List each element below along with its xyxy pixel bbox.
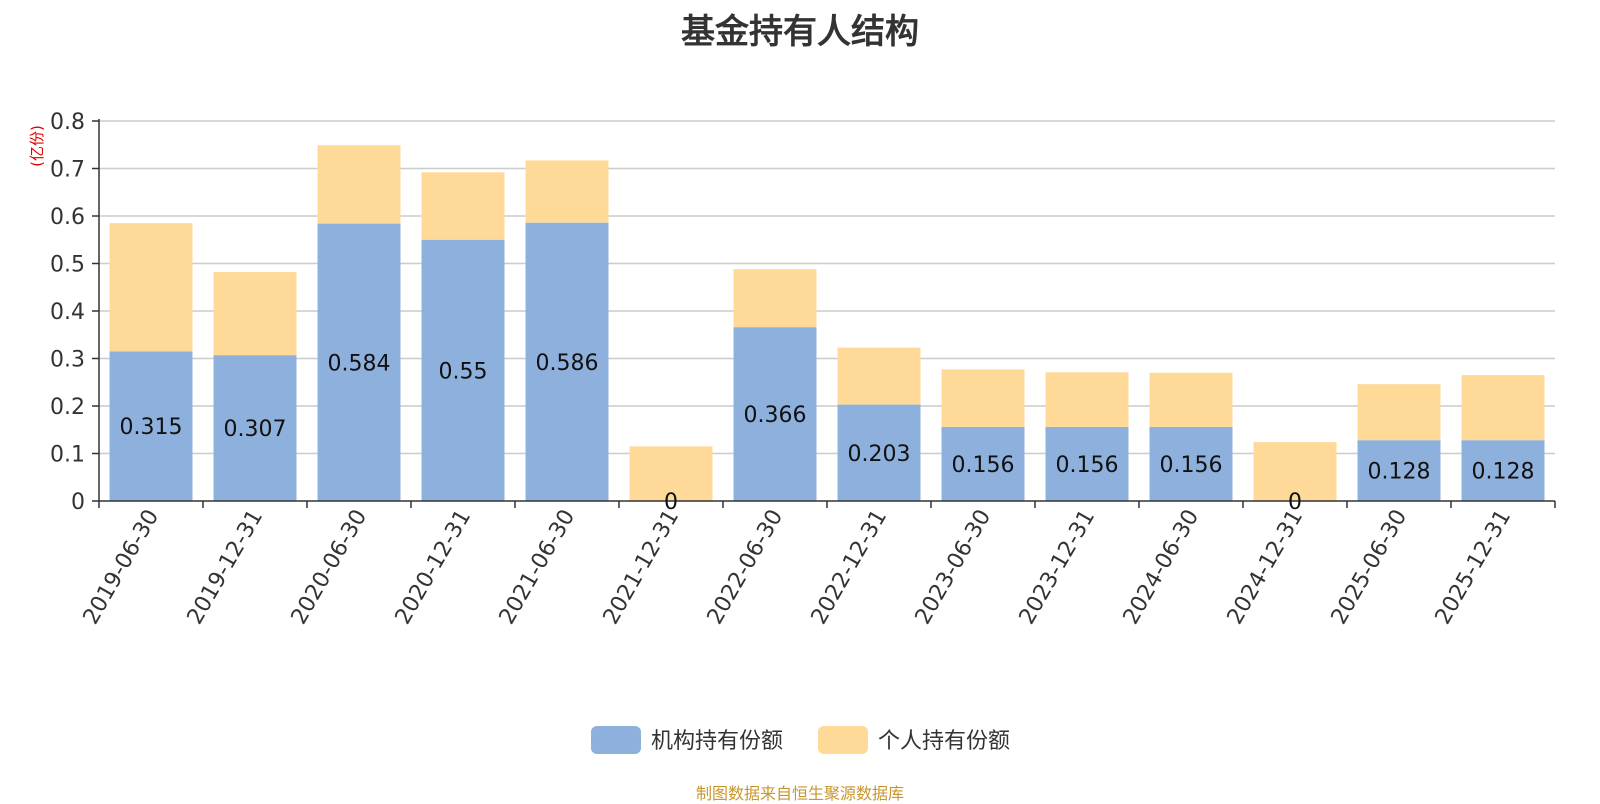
legend: 机构持有份额 个人持有份额: [591, 726, 1010, 754]
x-tick-label: 2022-06-30: [703, 506, 789, 629]
y-tick-label: 0.3: [50, 348, 85, 373]
legend-swatch: [591, 726, 641, 754]
bar-value-label: 0.128: [1368, 460, 1431, 485]
bar-value-label: 0: [664, 490, 678, 515]
y-tick-label: 0.7: [50, 158, 85, 183]
chart-title: 基金持有人结构: [681, 12, 919, 52]
legend-swatch: [818, 726, 868, 754]
bar-individual: [837, 347, 921, 405]
x-tick-label: 2019-12-31: [183, 506, 269, 629]
bar-institution: [1149, 426, 1233, 501]
y-tick-label: 0.4: [50, 300, 85, 325]
bar-individual: [1149, 372, 1233, 427]
bar-institution: [1357, 440, 1441, 501]
source-note: 制图数据来自恒生聚源数据库: [695, 784, 904, 803]
legend-item-institution[interactable]: 机构持有份额: [591, 726, 783, 754]
bar-individual: [1045, 372, 1129, 427]
y-tick-label: 0.1: [50, 443, 85, 468]
bar-institution: [421, 239, 505, 501]
bar-institution: [941, 426, 1025, 501]
y-tick-label: 0.2: [50, 395, 85, 420]
y-tick-label: 0: [71, 490, 85, 515]
bar-individual: [525, 160, 609, 223]
bar-institution: [1461, 440, 1545, 501]
bars-layer: [109, 145, 1545, 501]
x-tick-label: 2025-06-30: [1327, 506, 1413, 629]
bar-value-label: 0.156: [1056, 453, 1119, 478]
bar-individual: [1461, 375, 1545, 441]
bar-individual: [109, 223, 193, 352]
bar-institution: [1045, 426, 1129, 501]
bar-individual: [1253, 442, 1337, 501]
bar-institution: [525, 222, 609, 501]
bar-value-label: 0.203: [848, 442, 911, 467]
legend-item-individual[interactable]: 个人持有份额: [818, 726, 1010, 754]
bar-individual: [941, 369, 1025, 427]
x-tick-label: 2024-06-30: [1119, 506, 1205, 629]
bar-individual: [213, 272, 297, 356]
bar-value-label: 0.128: [1472, 460, 1535, 485]
bar-institution: [733, 327, 817, 501]
bar-individual: [629, 446, 713, 501]
bar-value-label: 0.584: [328, 351, 391, 376]
bar-value-label: 0.586: [536, 351, 599, 376]
bar-value-label: 0.366: [744, 403, 807, 428]
x-tick-label: 2025-12-31: [1431, 506, 1517, 629]
x-tick-label: 2020-06-30: [287, 506, 373, 629]
bar-individual: [317, 145, 401, 224]
bar-value-label: 0: [1288, 490, 1302, 515]
x-tick-label: 2020-12-31: [391, 506, 477, 629]
x-tick-label: 2021-06-30: [495, 506, 581, 629]
x-tick-label: 2019-06-30: [79, 506, 165, 629]
bar-institution: [109, 351, 193, 501]
labels-layer: 0.315 0.307 0.584 0.55 0.586 0 0.366 0.203 0.156…: [120, 351, 1535, 515]
bar-individual: [1357, 384, 1441, 441]
x-tick-label: 2021-12-31: [599, 506, 685, 629]
bar-value-label: 0.156: [952, 453, 1015, 478]
legend-label: 个人持有份额: [878, 729, 1010, 754]
y-axis-unit-label: (亿份): [28, 125, 46, 167]
x-tick-label: 2024-12-31: [1223, 506, 1309, 629]
x-tick-label: 2023-12-31: [1015, 506, 1101, 629]
bar-value-label: 0.315: [120, 415, 183, 440]
bar-institution: [837, 404, 921, 501]
x-tick-label: 2022-12-31: [807, 506, 893, 629]
bar-institution: [213, 355, 297, 501]
bar-value-label: 0.55: [439, 359, 488, 384]
x-tick-label: 2023-06-30: [911, 506, 997, 629]
bar-institution: [317, 223, 401, 501]
y-tick-label: 0.8: [50, 110, 85, 135]
y-tick-label: 0.5: [50, 253, 85, 278]
bar-value-label: 0.307: [224, 417, 287, 442]
bar-value-label: 0.156: [1160, 453, 1223, 478]
y-tick-label: 0.6: [50, 205, 85, 230]
legend-label: 机构持有份额: [651, 729, 783, 754]
bar-individual: [421, 172, 505, 240]
bar-individual: [733, 269, 817, 328]
grid-layer: [99, 120, 1555, 455]
